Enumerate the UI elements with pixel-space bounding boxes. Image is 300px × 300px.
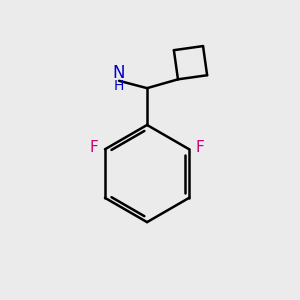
Text: N: N (113, 64, 125, 82)
Text: H: H (114, 79, 124, 93)
Text: F: F (196, 140, 204, 155)
Text: F: F (90, 140, 99, 155)
